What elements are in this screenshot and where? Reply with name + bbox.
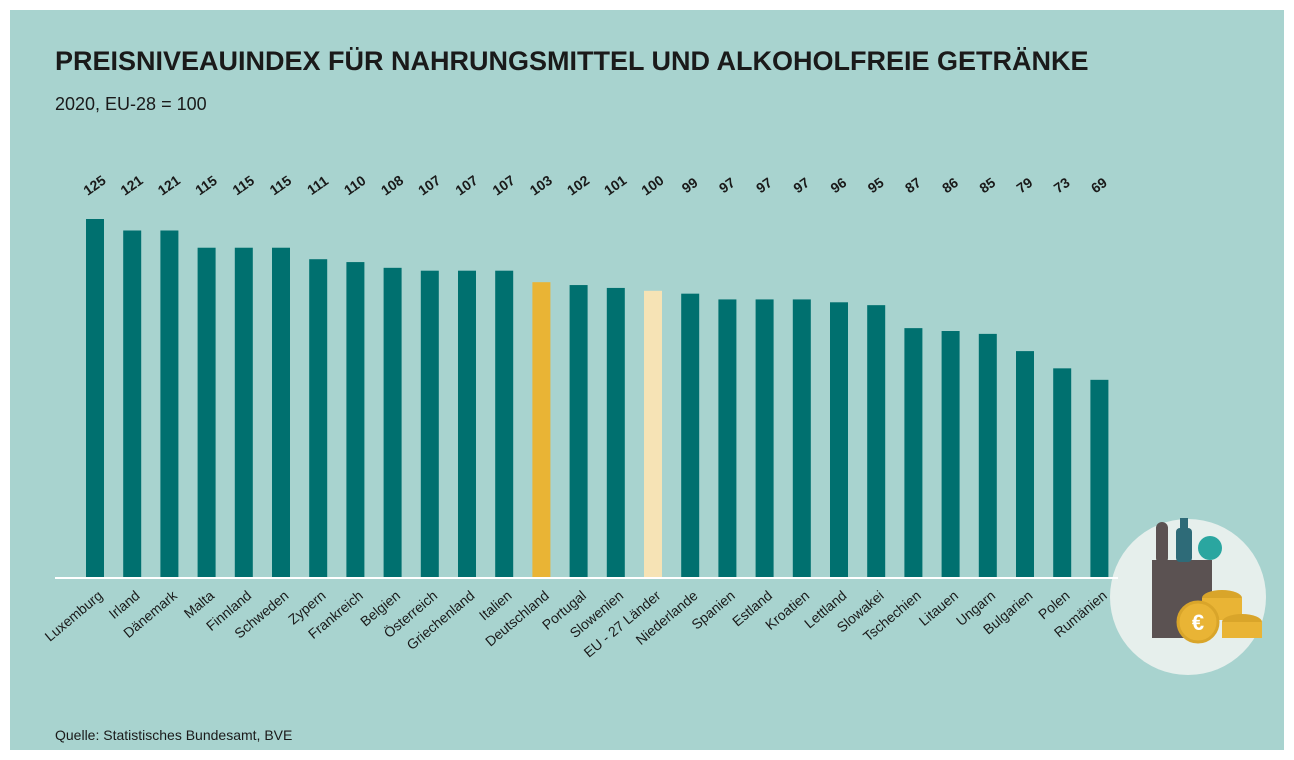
bar <box>793 299 811 578</box>
bar <box>495 271 513 578</box>
bar <box>1090 380 1108 578</box>
bar <box>756 299 774 578</box>
bar <box>607 288 625 578</box>
bar <box>644 291 662 578</box>
source: Quelle: Statistisches Bundesamt, BVE <box>55 727 292 743</box>
bar <box>309 259 327 578</box>
bar <box>1016 351 1034 578</box>
subtitle: 2020, EU-28 = 100 <box>55 94 207 114</box>
bar <box>123 230 141 578</box>
grocery-icon: € <box>1110 518 1266 675</box>
bar <box>458 271 476 578</box>
bar <box>979 334 997 578</box>
bar <box>384 268 402 578</box>
bar <box>235 248 253 578</box>
bar <box>532 282 550 578</box>
bar <box>681 294 699 578</box>
bar <box>942 331 960 578</box>
bar <box>198 248 216 578</box>
chart-title: PREISNIVEAUINDEX FÜR NAHRUNGSMITTEL UND … <box>55 46 1089 76</box>
bar <box>904 328 922 578</box>
bar <box>272 248 290 578</box>
bar <box>718 299 736 578</box>
bar <box>346 262 364 578</box>
bar <box>570 285 588 578</box>
svg-text:€: € <box>1192 610 1204 635</box>
bar <box>160 230 178 578</box>
chart: PREISNIVEAUINDEX FÜR NAHRUNGSMITTEL UND … <box>0 0 1294 760</box>
bar <box>421 271 439 578</box>
bar <box>830 302 848 578</box>
bar <box>867 305 885 578</box>
bar <box>1053 368 1071 578</box>
bar <box>86 219 104 578</box>
